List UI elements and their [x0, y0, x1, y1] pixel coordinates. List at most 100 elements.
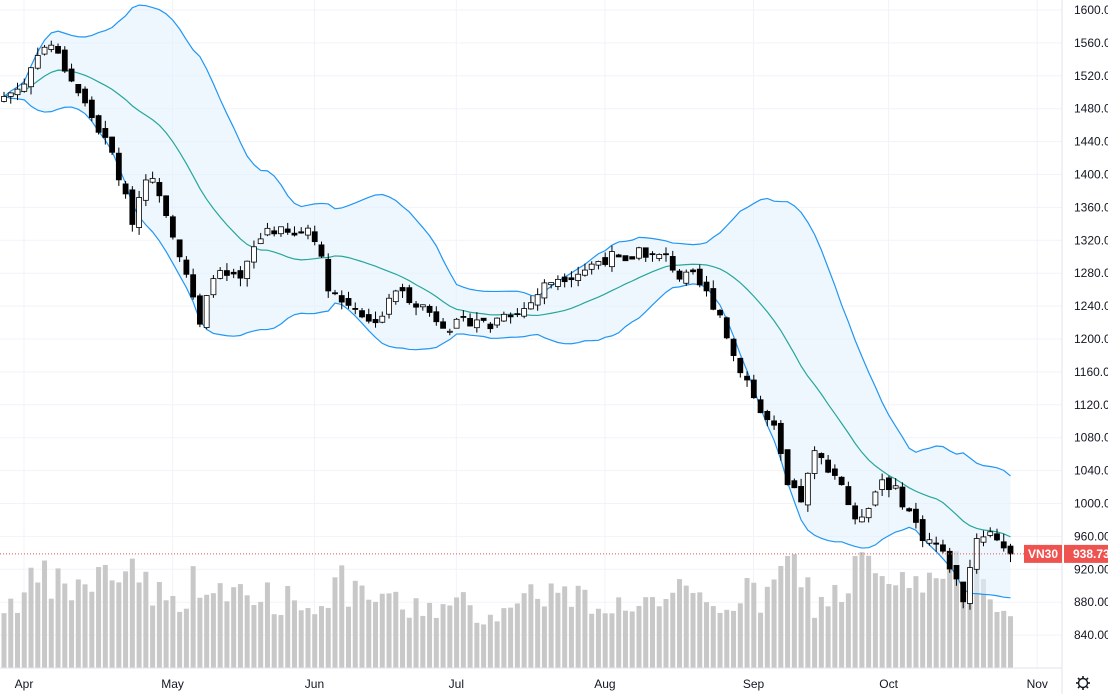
volume-bar	[731, 610, 737, 668]
candle-body	[88, 99, 95, 119]
volume-bar	[629, 611, 635, 668]
candle-body	[467, 318, 473, 327]
candle-body	[271, 230, 278, 235]
symbol-tag-bg	[1024, 544, 1062, 563]
candle-body	[379, 315, 386, 323]
volume-bar	[217, 583, 223, 668]
candle-body	[906, 508, 913, 512]
candle-body	[804, 472, 811, 506]
y-tick-label: 1400.00	[1074, 168, 1108, 182]
volume-bar	[805, 577, 811, 668]
time-axis: AprMayJunJulAugSepOctNovDec	[0, 667, 1062, 691]
candle-body	[696, 268, 703, 286]
volume-bar	[447, 605, 453, 668]
volume-bar	[42, 560, 48, 668]
symbol-tag: VN30	[1028, 547, 1058, 561]
candle-body	[933, 542, 940, 545]
candle-body	[14, 88, 21, 96]
last-price-tag: 938.73	[1073, 547, 1108, 561]
volume-bar	[298, 610, 304, 668]
volume-bar	[75, 579, 81, 668]
candle-body	[615, 254, 622, 258]
candle-body	[365, 314, 372, 322]
volume-bar	[487, 614, 493, 668]
volume-bar	[744, 577, 750, 668]
volume-bar	[413, 598, 419, 668]
candle-body	[683, 271, 690, 284]
volume-bar	[231, 587, 237, 668]
candle-body	[68, 68, 75, 82]
volume-bar	[663, 599, 669, 668]
volume-bar	[724, 609, 730, 668]
candle-body	[825, 459, 832, 473]
volume-bar	[318, 606, 324, 668]
candle-body	[967, 567, 973, 604]
candle-body	[82, 88, 88, 104]
candle-body	[257, 238, 264, 245]
y-tick-label: 880.00	[1074, 595, 1108, 609]
candle-body	[960, 581, 967, 603]
candle-body	[291, 232, 298, 236]
volume-bar	[859, 552, 865, 668]
volume-bar	[393, 591, 399, 668]
candle-body	[858, 516, 865, 523]
volume-bar	[427, 602, 433, 668]
volume-bar	[980, 579, 986, 668]
x-tick-label: Oct	[879, 677, 898, 691]
candle-body	[710, 288, 717, 310]
x-tick-label: Sep	[743, 677, 765, 691]
candle-body	[595, 261, 602, 266]
candle-body	[818, 453, 825, 459]
candle-body	[1000, 541, 1007, 549]
volume-bar	[960, 592, 966, 668]
candle-body	[460, 316, 467, 318]
volume-bar	[136, 582, 142, 668]
candle-body	[487, 323, 494, 330]
candle-body	[338, 295, 345, 303]
candle-body	[582, 269, 588, 276]
volume-bar	[501, 608, 507, 668]
volume-bar	[751, 582, 757, 668]
candle-body	[838, 476, 845, 486]
volume-bar	[609, 613, 615, 668]
candle-body	[48, 44, 55, 50]
candle-body	[946, 550, 953, 570]
volume-bar	[555, 592, 561, 668]
candle-body	[190, 274, 197, 298]
volume-bar	[481, 624, 487, 668]
volume-bar	[278, 615, 284, 668]
price-axis: 840.00 880.00 920.00 960.00 1000.00 1040.00 10…	[1061, 0, 1108, 694]
y-tick-label: 1000.00	[1074, 497, 1108, 511]
volume-bar	[129, 558, 135, 668]
settings-gear-icon[interactable]	[1076, 676, 1090, 690]
volume-bar	[48, 598, 54, 668]
volume-bar	[994, 612, 1000, 668]
basis-line	[3, 69, 1011, 538]
candle-body	[845, 486, 852, 506]
volume-bar	[28, 567, 34, 668]
volume-bar	[670, 592, 676, 668]
candle-body	[987, 531, 994, 536]
candle-body	[34, 55, 41, 69]
volume-bar	[778, 565, 784, 668]
volume-bar	[1001, 610, 1007, 668]
candle-body	[527, 302, 534, 310]
volume-bar	[237, 584, 243, 668]
y-tick-label: 1600.00	[1074, 3, 1108, 17]
candle-body	[325, 258, 332, 292]
candle-body	[28, 67, 34, 88]
volume-bar	[143, 571, 149, 668]
volume-bar	[163, 600, 169, 668]
candle-body	[183, 259, 190, 275]
candle-body	[676, 270, 683, 280]
candle-body	[609, 251, 615, 268]
candle-body	[899, 486, 906, 508]
volume-bar	[825, 606, 831, 668]
candle-body	[318, 244, 325, 257]
volume-bar	[123, 571, 129, 668]
volume-bar	[521, 593, 527, 668]
volume-bar	[893, 585, 899, 668]
candle-body	[75, 84, 82, 94]
